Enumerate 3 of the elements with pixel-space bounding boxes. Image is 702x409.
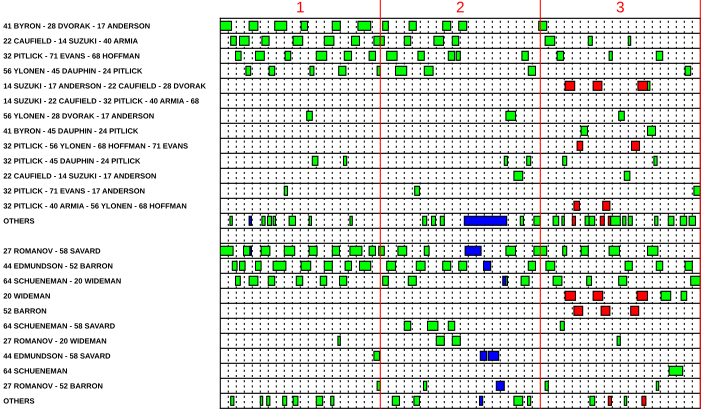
x-tick-label: 3 [616, 2, 624, 12]
x-tick-label: 1 [297, 2, 304, 12]
x-tick-label: 2 [456, 2, 464, 12]
